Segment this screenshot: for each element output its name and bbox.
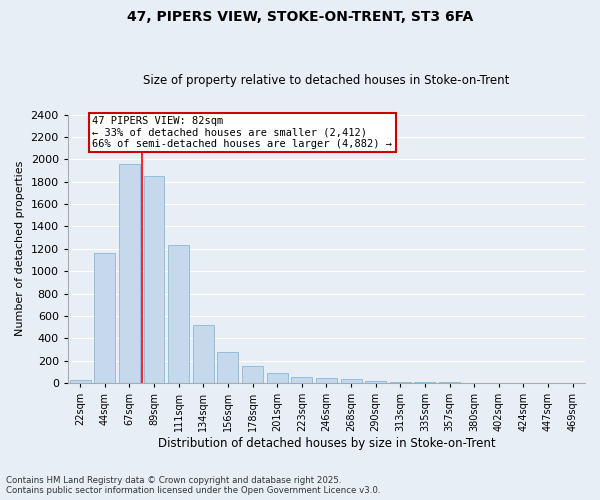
Bar bbox=[143, 176, 164, 383]
Bar bbox=[242, 366, 263, 383]
Bar bbox=[266, 373, 287, 383]
Bar bbox=[193, 325, 214, 383]
Bar bbox=[341, 378, 362, 383]
Bar bbox=[119, 164, 140, 383]
Bar bbox=[217, 352, 238, 383]
Text: 47, PIPERS VIEW, STOKE-ON-TRENT, ST3 6FA: 47, PIPERS VIEW, STOKE-ON-TRENT, ST3 6FA bbox=[127, 10, 473, 24]
Bar bbox=[70, 380, 91, 383]
Bar bbox=[168, 246, 189, 383]
Title: Size of property relative to detached houses in Stoke-on-Trent: Size of property relative to detached ho… bbox=[143, 74, 509, 87]
Bar bbox=[365, 382, 386, 383]
Text: 47 PIPERS VIEW: 82sqm
← 33% of detached houses are smaller (2,412)
66% of semi-d: 47 PIPERS VIEW: 82sqm ← 33% of detached … bbox=[92, 116, 392, 149]
Y-axis label: Number of detached properties: Number of detached properties bbox=[15, 161, 25, 336]
Bar bbox=[415, 382, 436, 383]
Text: Contains HM Land Registry data © Crown copyright and database right 2025.
Contai: Contains HM Land Registry data © Crown c… bbox=[6, 476, 380, 495]
Bar bbox=[94, 254, 115, 383]
Bar bbox=[316, 378, 337, 383]
Bar bbox=[390, 382, 411, 383]
Bar bbox=[292, 377, 312, 383]
X-axis label: Distribution of detached houses by size in Stoke-on-Trent: Distribution of detached houses by size … bbox=[158, 437, 495, 450]
Bar bbox=[439, 382, 460, 383]
